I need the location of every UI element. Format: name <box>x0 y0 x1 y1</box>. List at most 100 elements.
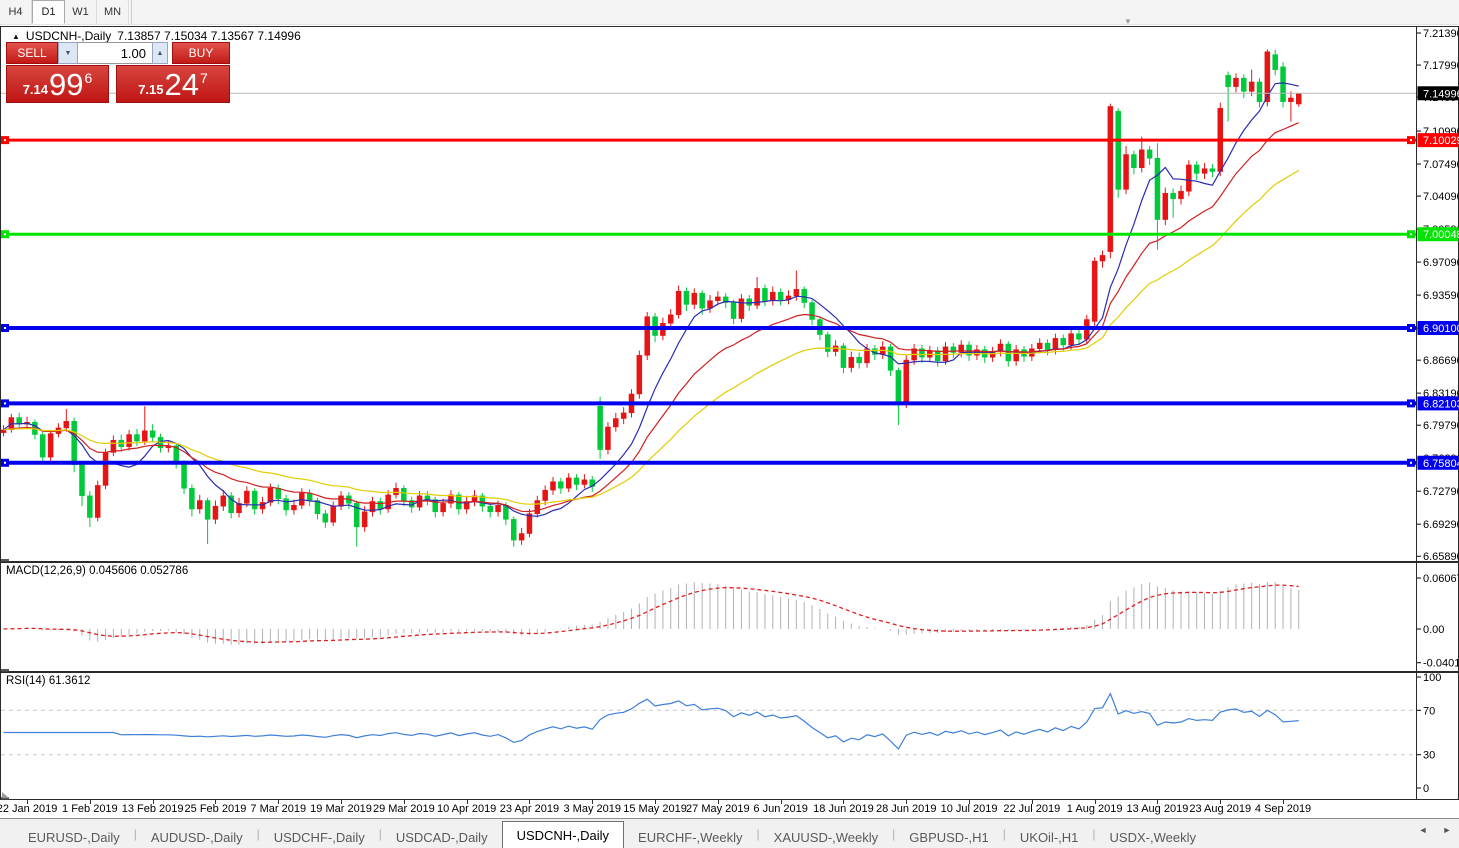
svg-text:6.72790: 6.72790 <box>1423 486 1459 498</box>
date-tick <box>906 800 908 804</box>
date-label: 10 Jul 2019 <box>940 803 998 815</box>
date-tick <box>152 800 154 804</box>
buy-price-display[interactable]: 7.15 24 7 <box>116 65 230 103</box>
volume-input[interactable] <box>78 42 152 64</box>
date-tick <box>655 800 657 804</box>
svg-text:0.00: 0.00 <box>1423 624 1444 636</box>
date-label: 23 Aug 2019 <box>1189 803 1252 815</box>
date-tick <box>278 800 280 804</box>
one-click-trading-panel: SELL ▼ ▲ BUY 7.14 99 6 7.15 24 7 <box>6 42 230 103</box>
date-label: 3 May 2019 <box>563 803 621 815</box>
tab-separator: | <box>256 827 260 841</box>
timeframe-button-h4[interactable]: H4 <box>0 0 32 24</box>
main-chart-canvas[interactable]: 7.213907.179907.145907.109907.074907.040… <box>0 26 1459 562</box>
date-tick <box>969 800 971 804</box>
spinner-down-icon: ▼ <box>64 49 72 57</box>
sell-button[interactable]: SELL <box>6 42 58 64</box>
date-label: 23 Apr 2019 <box>499 803 560 815</box>
svg-text:7.21390: 7.21390 <box>1423 28 1459 40</box>
svg-text:0: 0 <box>1423 783 1429 795</box>
date-label: 29 Mar 2019 <box>372 803 435 815</box>
date-tick <box>403 800 405 804</box>
date-label: 10 Apr 2019 <box>436 803 497 815</box>
date-tick <box>843 800 845 804</box>
date-tick <box>1157 800 1159 804</box>
svg-text:6.79790: 6.79790 <box>1423 420 1459 432</box>
date-label: 22 Jul 2019 <box>1003 803 1061 815</box>
date-label: 19 Mar 2019 <box>310 803 372 815</box>
svg-text:6.90100: 6.90100 <box>1423 323 1459 335</box>
chart-symbol-title: USDCNH-,Daily <box>25 29 112 43</box>
chart-title-bar: ▲ USDCNH-,Daily 7.13857 7.15034 7.13567 … <box>12 29 301 43</box>
chart-tab-usdcnh[interactable]: USDCNH-,Daily <box>501 821 625 848</box>
date-label: 22 Jan 2019 <box>0 803 58 815</box>
date-tick <box>215 800 217 804</box>
svg-text:6.97090: 6.97090 <box>1423 257 1459 269</box>
date-tick <box>717 800 719 804</box>
date-label: 1 Aug 2019 <box>1066 803 1123 815</box>
buy-button[interactable]: BUY <box>172 42 230 64</box>
rsi-header-label: RSI(14) 61.3612 <box>6 675 91 687</box>
date-tick <box>592 800 594 804</box>
chart-tab-xauusd[interactable]: XAUUSD-,Weekly <box>773 829 879 845</box>
date-label: 15 May 2019 <box>623 803 687 815</box>
date-label: 7 Mar 2019 <box>250 803 307 815</box>
svg-text:7.17990: 7.17990 <box>1423 60 1459 72</box>
volume-increase-button[interactable]: ▲ <box>152 42 168 64</box>
chart-tab-usdx[interactable]: USDX-,Weekly <box>1109 829 1196 845</box>
date-label: 4 Sep 2019 <box>1254 803 1312 815</box>
chart-tab-audusd[interactable]: AUDUSD-,Daily <box>150 829 243 845</box>
collapse-chart-icon[interactable]: ▲ <box>12 31 20 41</box>
timeframe-button-w1[interactable]: W1 <box>65 0 97 24</box>
buy-big-figure: 7.15 <box>138 82 164 97</box>
sell-pipette: 6 <box>84 70 93 86</box>
date-label: 1 Feb 2019 <box>62 803 118 815</box>
svg-text:6.93590: 6.93590 <box>1423 290 1459 302</box>
svg-text:30: 30 <box>1423 750 1435 762</box>
chart-tab-bar: EURUSD-,Daily | AUDUSD-,Daily | USDCHF-,Dail… <box>0 818 1459 848</box>
date-label: 18 Jun 2019 <box>813 803 874 815</box>
date-label: 13 Feb 2019 <box>121 803 184 815</box>
svg-text:-0.040152: -0.040152 <box>1423 658 1459 670</box>
svg-text:6.65890: 6.65890 <box>1423 551 1459 562</box>
sell-price-display[interactable]: 7.14 99 6 <box>6 65 109 103</box>
date-tick <box>529 800 531 804</box>
tab-scroll-left-icon[interactable]: ◄ <box>1418 825 1428 835</box>
date-tick <box>1220 800 1222 804</box>
svg-text:7.14996: 7.14996 <box>1423 88 1459 100</box>
chart-tab-usdcad[interactable]: USDCAD-,Daily <box>395 829 488 845</box>
macd-indicator-canvas[interactable]: 0.060674 0.00 -0.040152 <box>0 562 1459 672</box>
tab-scroll-right-icon[interactable]: ► <box>1442 825 1452 835</box>
svg-text:70: 70 <box>1423 705 1435 717</box>
date-tick <box>27 800 29 804</box>
timeframe-button-mn[interactable]: MN <box>97 0 129 24</box>
tab-separator: | <box>133 827 137 841</box>
tab-separator: | <box>1002 827 1006 841</box>
timeframe-toolbar: H4 D1 W1 MN <box>0 0 1459 25</box>
chart-tab-usdchf[interactable]: USDCHF-,Daily <box>273 829 365 845</box>
chart-ohlc-values: 7.13857 7.15034 7.13567 7.14996 <box>117 29 301 43</box>
timeframe-button-d1[interactable]: D1 <box>32 0 65 24</box>
svg-text:7.04090: 7.04090 <box>1423 191 1459 203</box>
chart-tab-ukoil[interactable]: UKOil-,H1 <box>1019 829 1079 845</box>
date-label: 13 Aug 2019 <box>1126 803 1189 815</box>
svg-text:100: 100 <box>1423 672 1441 684</box>
svg-text:7.10029: 7.10029 <box>1423 135 1459 147</box>
chart-tab-eurusd[interactable]: EURUSD-,Daily <box>28 829 120 845</box>
svg-text:6.86690: 6.86690 <box>1423 355 1459 367</box>
chart-tabs: EURUSD-,Daily | AUDUSD-,Daily | USDCHF-,Dail… <box>0 819 1210 848</box>
volume-decrease-button[interactable]: ▼ <box>58 42 78 64</box>
chart-tab-eurchf[interactable]: EURCHF-,Weekly <box>638 829 743 845</box>
date-tick <box>466 800 468 804</box>
panel-pull-tab-icon[interactable]: ▼ <box>1124 17 1132 26</box>
date-label: 6 Jun 2019 <box>753 803 808 815</box>
rsi-indicator-canvas[interactable]: 100 70 30 0 <box>0 672 1459 800</box>
date-label: 25 Feb 2019 <box>184 803 247 815</box>
svg-text:6.82103: 6.82103 <box>1423 398 1459 410</box>
tab-separator: | <box>892 827 896 841</box>
svg-text:6.75804: 6.75804 <box>1423 458 1459 470</box>
chart-tab-gbpusd[interactable]: GBPUSD-,H1 <box>909 829 989 845</box>
date-tick <box>1283 800 1285 804</box>
tab-separator: | <box>378 827 382 841</box>
date-tick <box>1094 800 1096 804</box>
